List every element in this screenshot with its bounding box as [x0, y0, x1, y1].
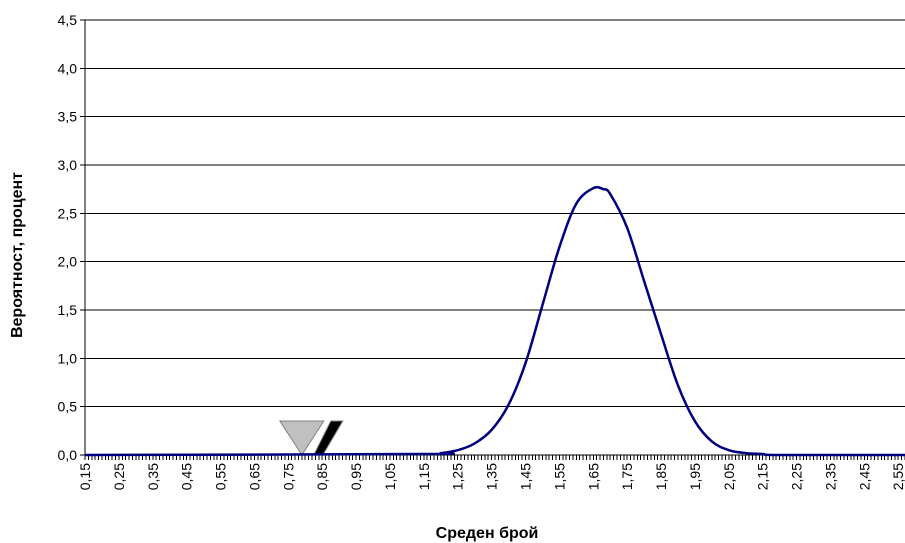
y-tick-label: 4,5	[58, 12, 78, 28]
x-tick-label: 1,05	[382, 463, 398, 490]
reference-markers	[278, 420, 344, 456]
x-tick-label: 1,85	[653, 463, 669, 490]
y-tick-label: 3,5	[58, 109, 78, 125]
x-tick-label: 0,45	[179, 463, 195, 490]
x-tick-labels: 0,15 0,25 0,35 0,45 0,55 0,65 0,75 0,85 0,95 1,05…	[77, 463, 905, 490]
y-tick-label: 1,0	[58, 350, 78, 366]
y-tick-label: 2,0	[58, 254, 78, 270]
x-tick-label: 0,65	[246, 463, 262, 490]
x-tick-label: 0,55	[213, 463, 229, 490]
x-tick-label: 1,75	[619, 463, 635, 490]
y-tick-label: 1,5	[58, 302, 78, 318]
x-tick-label: 1,55	[551, 463, 567, 490]
x-tick-label: 1,95	[687, 463, 703, 490]
x-tick-label: 0,75	[280, 463, 296, 490]
x-tick-label: 2,25	[789, 463, 805, 490]
x-tick-label: 1,25	[450, 463, 466, 490]
x-tick-label: 1,15	[416, 463, 432, 490]
y-tick-label: 3,0	[58, 157, 78, 173]
x-tick-label: 1,35	[484, 463, 500, 490]
x-tick-label: 2,55	[890, 463, 905, 490]
x-tick-label: 2,45	[856, 463, 872, 490]
x-tick-label: 2,05	[721, 463, 737, 490]
gridlines	[80, 19, 905, 456]
y-tick-label: 0,5	[58, 399, 78, 415]
y-axis-title: Вероятност, процент	[9, 172, 26, 338]
y-tick-labels: 0,0 0,5 1,0 1,5 2,0 2,5 3,0 3,5 4,0 4,5	[58, 12, 78, 463]
probability-curve	[84, 185, 905, 457]
y-tick-label: 0,0	[58, 447, 78, 463]
down-triangle-marker	[278, 420, 325, 456]
x-tick-label: 2,15	[755, 463, 771, 490]
x-tick-label: 0,95	[348, 463, 364, 490]
x-tick-label: 2,35	[822, 463, 838, 490]
y-tick-label: 2,5	[58, 205, 78, 221]
x-tick-label: 1,65	[585, 463, 601, 490]
y-tick-label: 4,0	[58, 60, 78, 76]
series-lines	[84, 185, 905, 457]
x-tick-label: 0,25	[111, 463, 127, 490]
axes	[84, 20, 905, 460]
x-tick-label: 0,15	[77, 463, 93, 490]
x-tick-label: 0,35	[145, 463, 161, 490]
x-tick-label: 0,85	[314, 463, 330, 490]
x-tick-label: 1,45	[517, 463, 533, 490]
x-axis-title: Среден брой	[436, 525, 539, 542]
